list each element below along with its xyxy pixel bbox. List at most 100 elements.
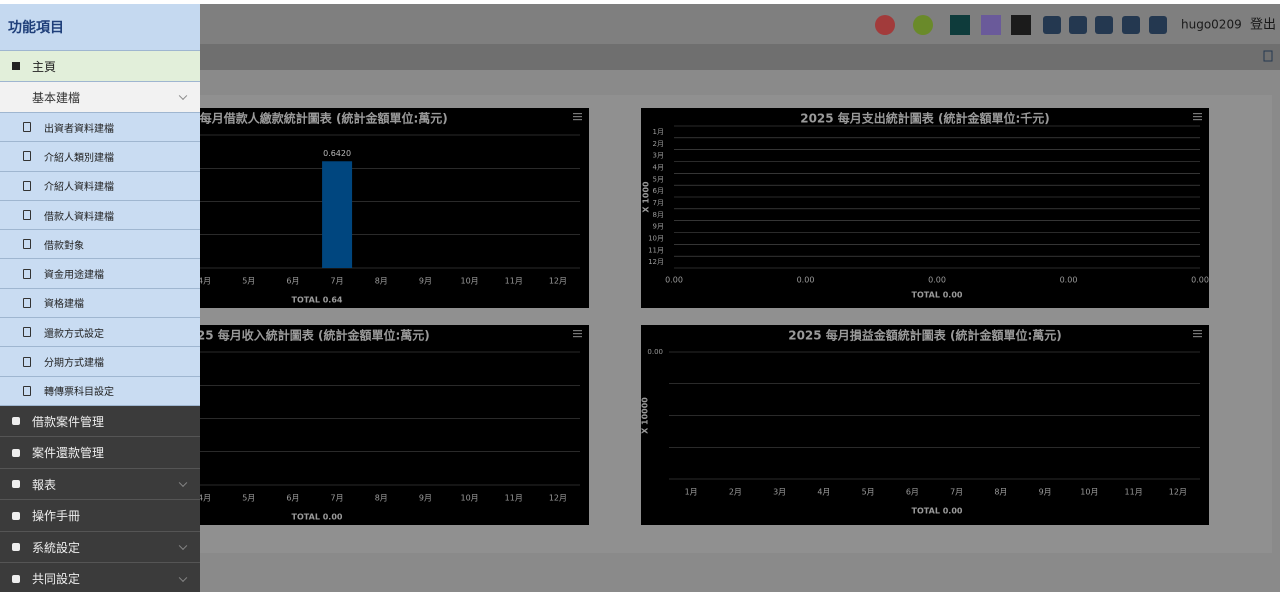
x-tick-label: 2月 [729,488,742,497]
menu-icon [1193,333,1202,335]
x-tick-label: 7月 [950,488,963,497]
menu-label: 資格建檔 [44,299,84,311]
y-tick-label: 9月 [653,223,664,231]
logout[interactable]: 登出 [1250,18,1276,33]
submenu-item[interactable]: 轉傳票科目設定 [0,376,200,406]
icon[interactable] [1011,15,1031,35]
x-tick-label: 3月 [773,488,786,497]
x-tick-label: 0.00 [665,276,683,285]
submenu: 出資者資料建檔 介紹人類別建檔 介紹人資料建檔借款人資料建檔借款對象資金用途建檔 資格… [0,113,200,406]
axis-label: X 1000 [642,181,651,213]
top-edge [0,0,1280,4]
x-tick-label: 12月 [549,277,567,286]
x-tick-label: 11月 [1125,488,1143,497]
bar [322,161,353,268]
menu-icon [1193,116,1202,118]
chart-title: 2025 每月損益金額統計圖表 (統計金額單位:萬元) [788,328,1062,343]
x-tick-label: 5月 [862,488,875,497]
x-tick-label: 8月 [375,494,388,503]
menu-group[interactable]: 基本建檔 [0,82,200,113]
menu-label: 介紹人資料建檔 [44,182,114,194]
x-tick-label: 4月 [198,277,211,286]
x-tick-label: 1月 [685,488,698,497]
x-tick-label: 0.00 [797,276,815,285]
x-tick-label: 6月 [906,488,919,497]
x-tick-label: 9月 [419,494,432,503]
trash-icon[interactable] [1263,50,1273,62]
submenu-item[interactable]: 借款對象 [0,230,200,260]
x-tick-label: 0.00 [1191,276,1209,285]
icon[interactable] [981,15,1001,35]
menu-label: 出資者資料建檔 [44,123,114,135]
y-tick-label: 8月 [653,211,664,219]
x-tick-label: 10月 [460,494,478,503]
menu-label: 借款對象 [44,240,84,252]
menu-label: 介紹人類別建檔 [44,152,114,164]
menu-item[interactable]: 借款案件管理 [0,405,200,438]
icon[interactable] [1149,16,1167,34]
axis-label: X 10000 [641,397,650,434]
menu-icon [1193,330,1202,332]
x-tick-label: 10月 [460,277,478,286]
menu-icon [573,333,582,335]
menu-icon [573,336,582,338]
menu-item[interactable]: 案件還款管理 [0,437,200,469]
chart-total: TOTAL 0.64 [292,296,343,305]
menu-icon [573,116,582,118]
menu-item[interactable]: 系統設定 [0,531,200,564]
menu-label: 主頁 [32,59,57,74]
menu-icon [573,330,582,332]
menu-label: 資金用途建檔 [44,270,104,282]
menu-icon [573,119,582,121]
icon[interactable] [1043,16,1061,34]
top-bar [0,4,1280,44]
icon[interactable] [950,15,970,35]
chart-title: 2025 每月借款人繳款統計圖表 (統計金額單位:萬元) [162,111,448,126]
x-tick-label: 0.00 [1060,276,1078,285]
menu-icon [1193,113,1202,115]
tab-bar [0,44,1280,70]
x-tick-label: 7月 [331,494,344,503]
icon[interactable] [913,15,933,35]
submenu-item[interactable]: 借款人資料建檔 [0,200,200,231]
icon[interactable] [875,15,895,35]
x-tick-label: 6月 [286,277,299,286]
x-tick-label: 5月 [242,277,255,286]
chart-panel [641,325,1209,525]
username[interactable]: hugo0209 [1181,18,1242,32]
y-tick-label: 0.00 [647,348,663,356]
menu-label: 報表 [32,477,57,492]
header-icons [875,15,1273,62]
chart-total: TOTAL 0.00 [912,507,963,516]
x-tick-label: 0.00 [928,276,946,285]
menu-item[interactable]: 主頁 [0,51,200,82]
submenu-item[interactable]: 資格建檔 [0,288,200,319]
menu-icon [1193,336,1202,338]
chart-title: 2025 每月收入統計圖表 (統計金額單位:萬元) [180,328,430,343]
submenu-item[interactable]: 還款方式設定 [0,318,200,348]
submenu-item[interactable]: 資金用途建檔 [0,259,200,289]
y-tick-label: 6月 [653,187,664,195]
menu-item[interactable]: 共同設定 [0,563,200,592]
x-tick-label: 11月 [505,277,523,286]
menu-item[interactable]: 報表 [0,468,200,501]
icon[interactable] [1069,16,1087,34]
submenu-item[interactable]: 介紹人資料建檔 [0,171,200,201]
submenu-item[interactable]: 分期方式建檔 [0,347,200,377]
icon[interactable] [1122,16,1140,34]
x-tick-label: 12月 [549,494,567,503]
submenu-item[interactable]: 介紹人類別建檔 [0,142,200,172]
chart-total: TOTAL 0.00 [292,513,343,522]
menu-label: 基本建檔 [32,90,81,105]
x-tick-label: 8月 [994,488,1007,497]
icon[interactable] [1095,16,1113,34]
menu-label: 借款案件管理 [32,414,105,429]
x-tick-label: 9月 [419,277,432,286]
y-tick-label: 3月 [653,152,664,160]
y-tick-label: 4月 [653,163,664,171]
menu-label: 系統設定 [32,540,81,555]
menu-label: 還款方式設定 [44,328,104,340]
submenu-item[interactable]: 出資者資料建檔 [0,113,200,143]
menu: 借款案件管理案件還款管理報表操作手冊系統設定共同設定 [0,405,200,592]
menu-item[interactable]: 操作手冊 [0,500,200,532]
